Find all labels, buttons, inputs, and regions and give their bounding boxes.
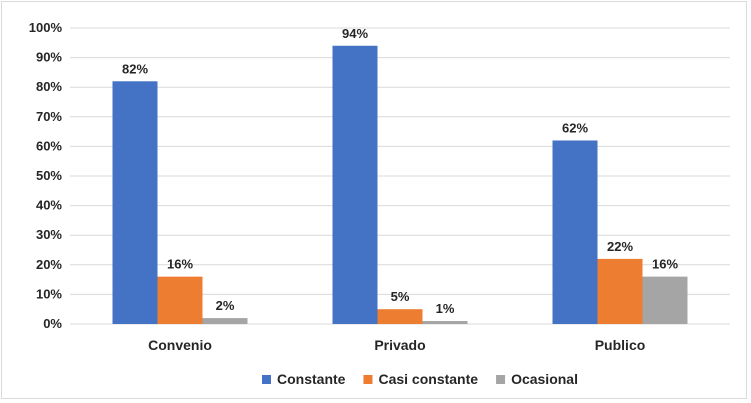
legend-swatch-ocasional [496, 375, 506, 384]
y-axis-ticks: 0% 10% 20% 30% 40% 50% 60% 70% 80% 90% 100% [29, 20, 63, 331]
bar-privado-ocasional [422, 321, 468, 324]
category-label-publico: Publico [595, 337, 646, 353]
y-tick-label-90: 90% [36, 50, 62, 65]
legend-label-casi-constante: Casi constante [378, 371, 478, 387]
legend-swatch-constante [262, 375, 272, 384]
category-label-privado: Privado [374, 337, 425, 353]
bar-privado-casi-constante [377, 309, 423, 324]
data-labels: 82% 16% 2% 94% 5% 1% 62% 22% 16% [122, 26, 678, 316]
data-label-publico-constante: 62% [562, 120, 588, 135]
data-label-publico-casi-constante: 22% [607, 239, 633, 254]
bar-publico-constante [552, 140, 598, 324]
bar-convenio-constante [112, 81, 158, 324]
bar-privado-constante [332, 45, 378, 324]
bars [112, 45, 688, 324]
data-label-convenio-ocasional: 2% [216, 298, 235, 313]
data-label-convenio-casi-constante: 16% [167, 257, 193, 272]
y-tick-label-40: 40% [36, 198, 62, 213]
data-label-convenio-constante: 82% [122, 61, 148, 76]
y-tick-label-80: 80% [36, 79, 62, 94]
legend-swatch-casi-constante [363, 375, 373, 384]
x-axis-categories: Convenio Privado Publico [148, 337, 645, 353]
data-label-privado-ocasional: 1% [436, 301, 455, 316]
bar-publico-casi-constante [597, 258, 643, 324]
y-tick-label-10: 10% [36, 286, 62, 301]
bar-convenio-casi-constante [157, 276, 203, 324]
data-label-privado-casi-constante: 5% [391, 289, 410, 304]
y-tick-label-70: 70% [36, 109, 62, 124]
data-label-publico-ocasional: 16% [652, 257, 678, 272]
y-tick-label-30: 30% [36, 227, 62, 242]
category-label-convenio: Convenio [148, 337, 212, 353]
bar-convenio-ocasional [202, 318, 248, 324]
legend-label-ocasional: Ocasional [511, 371, 578, 387]
data-label-privado-constante: 94% [342, 26, 368, 41]
y-tick-label-100: 100% [29, 20, 63, 35]
y-tick-label-50: 50% [36, 168, 62, 183]
y-tick-label-20: 20% [36, 257, 62, 272]
legend: Constante Casi constante Ocasional [262, 371, 578, 387]
y-tick-label-60: 60% [36, 138, 62, 153]
legend-label-constante: Constante [277, 371, 346, 387]
y-tick-label-0: 0% [43, 316, 62, 331]
bar-publico-ocasional [642, 276, 688, 324]
